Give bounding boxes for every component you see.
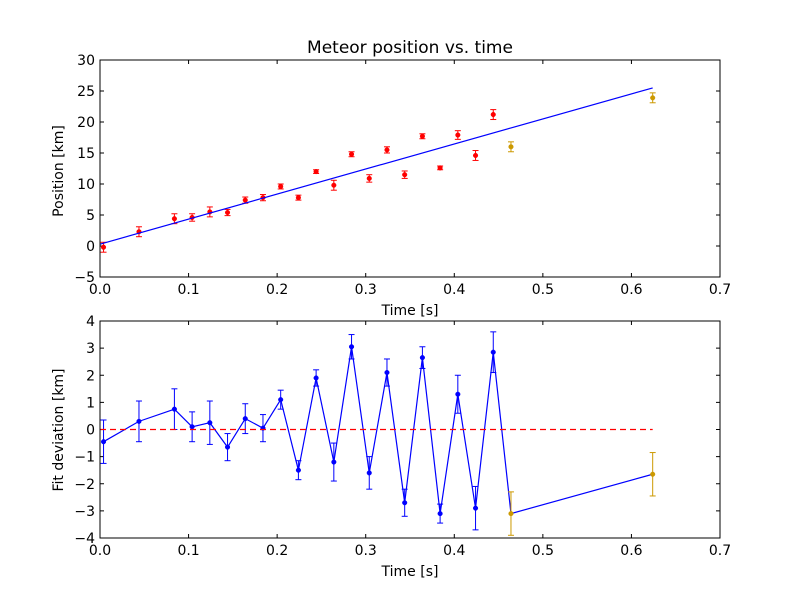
position-chart-y-tick-label: 0	[86, 239, 95, 255]
position-chart-data-point	[242, 197, 248, 203]
deviation-chart-y-tick-label: 3	[86, 341, 95, 357]
deviation-chart-x-tick-label: 0.5	[532, 543, 554, 559]
position-chart-x-tick-label: 0.4	[443, 282, 465, 298]
position-chart-data-point	[472, 152, 479, 159]
deviation-chart-deviation-point	[508, 511, 514, 517]
position-chart-y-tick-label: 5	[86, 208, 95, 224]
position-chart-data-point	[384, 147, 390, 153]
deviation-chart-marks: 0.0 0.1 0.2 0.3 0.4 0.5 0.6 0.7 −4 −3 −2 −1 0 1 2 3 4	[74, 314, 731, 559]
position-chart-x-tick-label: 0.0	[89, 282, 111, 298]
deviation-chart-y-tick-label: 1	[86, 395, 95, 411]
deviation-chart-deviation-point	[366, 470, 372, 476]
position-chart-x-tick-label: 0.2	[266, 282, 288, 298]
deviation-chart-deviation-point	[348, 344, 355, 350]
deviation-chart-deviation-point	[490, 349, 496, 355]
deviation-chart-frame	[99, 320, 721, 539]
position-chart-fit-line	[99, 87, 653, 245]
position-chart-y-tick-label: 10	[77, 177, 95, 193]
deviation-chart-y-tick-label: −3	[74, 504, 95, 520]
deviation-chart-y-label: Fit deviation [km]	[51, 368, 67, 491]
deviation-chart-y-tick-label: −1	[74, 450, 95, 466]
position-chart-data-point	[419, 133, 425, 139]
deviation-chart-y-tick-label: −4	[74, 531, 95, 547]
deviation-chart-y-tick-label: 4	[86, 314, 95, 330]
deviation-chart-x-tick-label: 0.7	[709, 543, 731, 559]
deviation-chart-deviation-point	[402, 500, 408, 506]
deviation-chart-deviation-point	[472, 505, 479, 511]
deviation-chart: Time [s] Fit deviation [km] 0.0 0.1 0.2 0.3…	[51, 314, 731, 580]
deviation-chart-deviation-point	[171, 406, 177, 412]
position-chart-data-point	[224, 209, 231, 216]
deviation-chart-x-tick-label: 0.2	[266, 543, 288, 559]
position-chart-frame	[99, 59, 721, 278]
deviation-chart-deviation-point	[437, 511, 443, 517]
position-chart-x-tick-label: 0.6	[620, 282, 642, 298]
position-chart-data-point	[366, 175, 372, 181]
position-chart-y-tick-label: 30	[77, 53, 95, 69]
position-chart-data-point	[100, 244, 107, 250]
position-chart-title: Meteor position vs. time	[307, 38, 513, 58]
position-chart-data-point	[278, 183, 284, 190]
position-chart-y-tick-label: 20	[77, 115, 95, 131]
position-chart-x-label: Time [s]	[381, 303, 439, 319]
position-chart: Meteor position vs. time Time [s] Positi…	[51, 38, 731, 319]
deviation-chart-deviation-point	[650, 471, 656, 477]
position-chart-y-label: Position [km]	[51, 125, 67, 217]
deviation-chart-deviation-point	[207, 420, 213, 426]
deviation-chart-x-tick-label: 0.1	[177, 543, 199, 559]
position-chart-x-tick-label: 0.3	[355, 282, 377, 298]
position-chart-data-point	[348, 151, 355, 157]
position-chart-data-point	[437, 165, 443, 171]
position-chart-data-point	[508, 144, 514, 150]
deviation-chart-deviation-point	[384, 369, 390, 376]
deviation-chart-deviation-point	[313, 375, 319, 381]
position-chart-data-point	[650, 95, 656, 101]
deviation-chart-deviation-point	[224, 444, 231, 450]
deviation-chart-y-tick-label: −2	[74, 477, 95, 493]
position-chart-data-point	[171, 216, 177, 222]
position-chart-marks: 0.0 0.1 0.2 0.3 0.4 0.5 0.6 0.7 −5 0 5 10 15 20 25 30	[74, 53, 731, 298]
deviation-chart-deviation-point	[278, 397, 284, 403]
deviation-chart-x-tick-label: 0.0	[89, 543, 111, 559]
position-chart-data-point	[331, 182, 337, 188]
deviation-chart-deviation-point	[242, 416, 248, 422]
deviation-chart-x-label: Time [s]	[381, 564, 439, 580]
position-chart-x-tick-label: 0.1	[177, 282, 199, 298]
deviation-chart-deviation-point	[419, 355, 425, 361]
position-chart-data-point	[313, 169, 319, 175]
deviation-chart-deviation-point	[455, 391, 461, 397]
position-chart-y-tick-label: −5	[74, 270, 95, 286]
position-chart-x-tick-label: 0.7	[709, 282, 731, 298]
position-chart-data-point	[455, 132, 461, 138]
position-chart-data-point	[402, 172, 408, 178]
deviation-chart-deviation-point	[136, 418, 142, 424]
deviation-chart-x-tick-label: 0.3	[355, 543, 377, 559]
position-chart-x-tick-label: 0.5	[532, 282, 554, 298]
deviation-chart-deviation-point	[295, 467, 301, 473]
deviation-chart-y-tick-label: 0	[86, 423, 95, 439]
deviation-chart-deviation-point	[100, 439, 107, 445]
deviation-chart-x-tick-label: 0.6	[620, 543, 642, 559]
deviation-chart-deviation-point	[331, 459, 337, 465]
position-chart-data-point	[295, 195, 301, 201]
position-chart-y-tick-label: 25	[77, 84, 95, 100]
position-chart-y-tick-label: 15	[77, 146, 95, 162]
deviation-chart-x-tick-label: 0.4	[443, 543, 465, 559]
deviation-chart-y-tick-label: 2	[86, 368, 95, 384]
deviation-chart-deviation-point	[189, 424, 195, 430]
position-chart-data-point	[490, 112, 496, 118]
